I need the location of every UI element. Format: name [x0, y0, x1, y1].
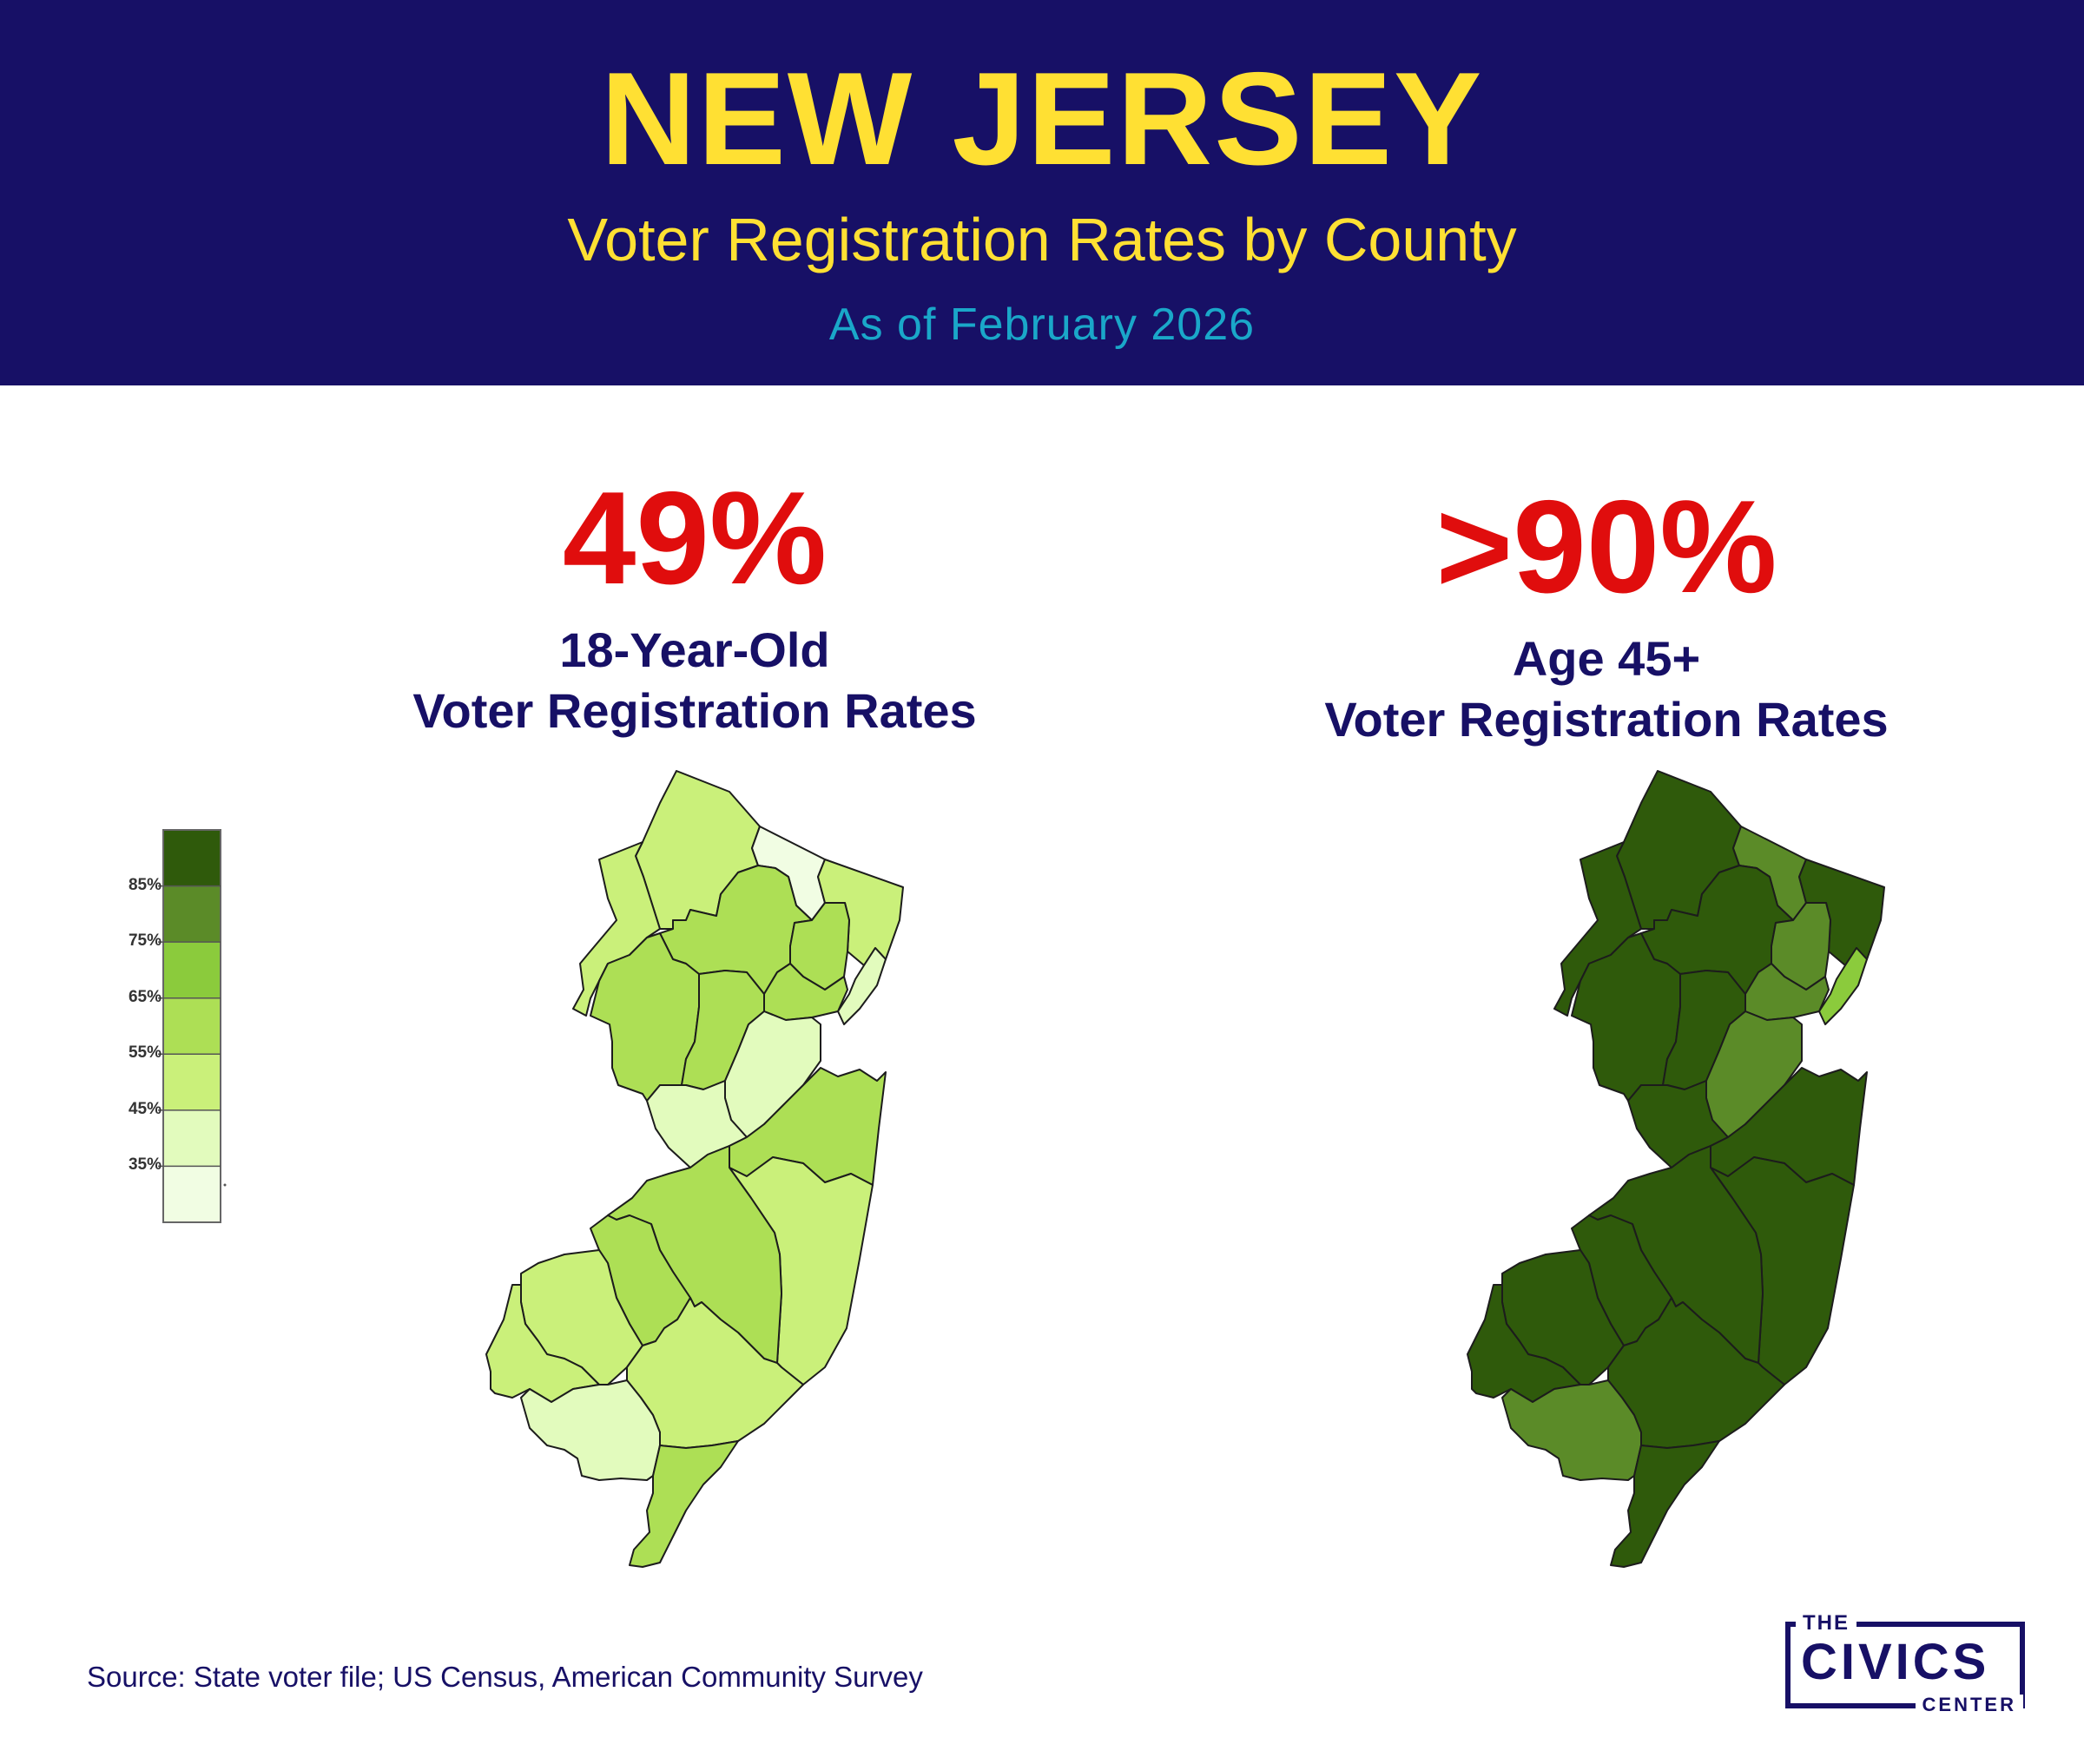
- county-bergen: [817, 859, 904, 966]
- page-subtitle: Voter Registration Rates by County: [567, 206, 1517, 273]
- county-warren: [572, 841, 661, 1017]
- civics-center-logo: THE CIVICS CENTER: [1785, 1613, 2032, 1715]
- map-age-45-plus: [1467, 770, 1885, 1568]
- county-cumberland: [1501, 1379, 1642, 1481]
- legend-tick-label: 45%: [128, 1099, 162, 1118]
- as-of-date: As of February 2026: [828, 299, 1256, 350]
- map-18-year-old: [485, 770, 904, 1568]
- county-cape-may: [1610, 1440, 1720, 1568]
- legend-swatch: [163, 942, 221, 998]
- left-stat-label-line1: 18-Year-Old: [559, 622, 830, 677]
- legend-tick-label: 35%: [128, 1155, 162, 1175]
- county-mercer: [1627, 1080, 1729, 1168]
- legend-swatch: [163, 885, 221, 943]
- legend-swatch: [163, 997, 221, 1055]
- legend-swatches: [158, 829, 227, 1223]
- legend-swatch: [163, 1109, 221, 1167]
- logo-center: CENTER: [1915, 1695, 2023, 1715]
- logo-the: THE: [1796, 1613, 1856, 1634]
- left-stat-label-line2: Voter Registration Rates: [412, 683, 977, 738]
- right-stat-block: >90% Age 45+ Voter Registration Rates: [1207, 477, 2006, 750]
- header-banner: NEW JERSEY Voter Registration Rates by C…: [0, 0, 2084, 385]
- county-bergen: [1798, 859, 1885, 966]
- page-title: NEW JERSEY: [600, 45, 1484, 193]
- legend-tick-label: 65%: [128, 987, 162, 1006]
- legend-tick-label: 55%: [128, 1043, 162, 1063]
- legend-tick-label: 75%: [128, 931, 162, 951]
- county-warren: [1553, 841, 1642, 1017]
- county-cape-may: [629, 1440, 739, 1568]
- legend-swatch: [163, 1054, 221, 1110]
- legend-swatch: [163, 1166, 221, 1222]
- right-stat-label-line2: Voter Registration Rates: [1324, 692, 1889, 747]
- legend-swatch: [163, 830, 221, 886]
- county-cumberland: [520, 1379, 661, 1481]
- county-hudson: [1818, 947, 1868, 1025]
- legend-tick-label: 85%: [128, 875, 162, 894]
- left-stat-block: 49% 18-Year-Old Voter Registration Rates: [295, 469, 1094, 741]
- right-stat-label-line1: Age 45+: [1512, 631, 1701, 686]
- color-legend: 85% 75% 65% 55% 45% 35%: [104, 826, 234, 1226]
- county-hudson: [837, 947, 887, 1025]
- logo-civics: CIVICS: [1801, 1634, 1990, 1690]
- left-stat-value: 49%: [562, 464, 828, 612]
- source-note: Source: State voter file; US Census, Ame…: [87, 1661, 923, 1693]
- logo-frame: [1785, 1622, 2025, 1708]
- right-stat-value: >90%: [1435, 473, 1777, 621]
- county-mercer: [646, 1080, 748, 1168]
